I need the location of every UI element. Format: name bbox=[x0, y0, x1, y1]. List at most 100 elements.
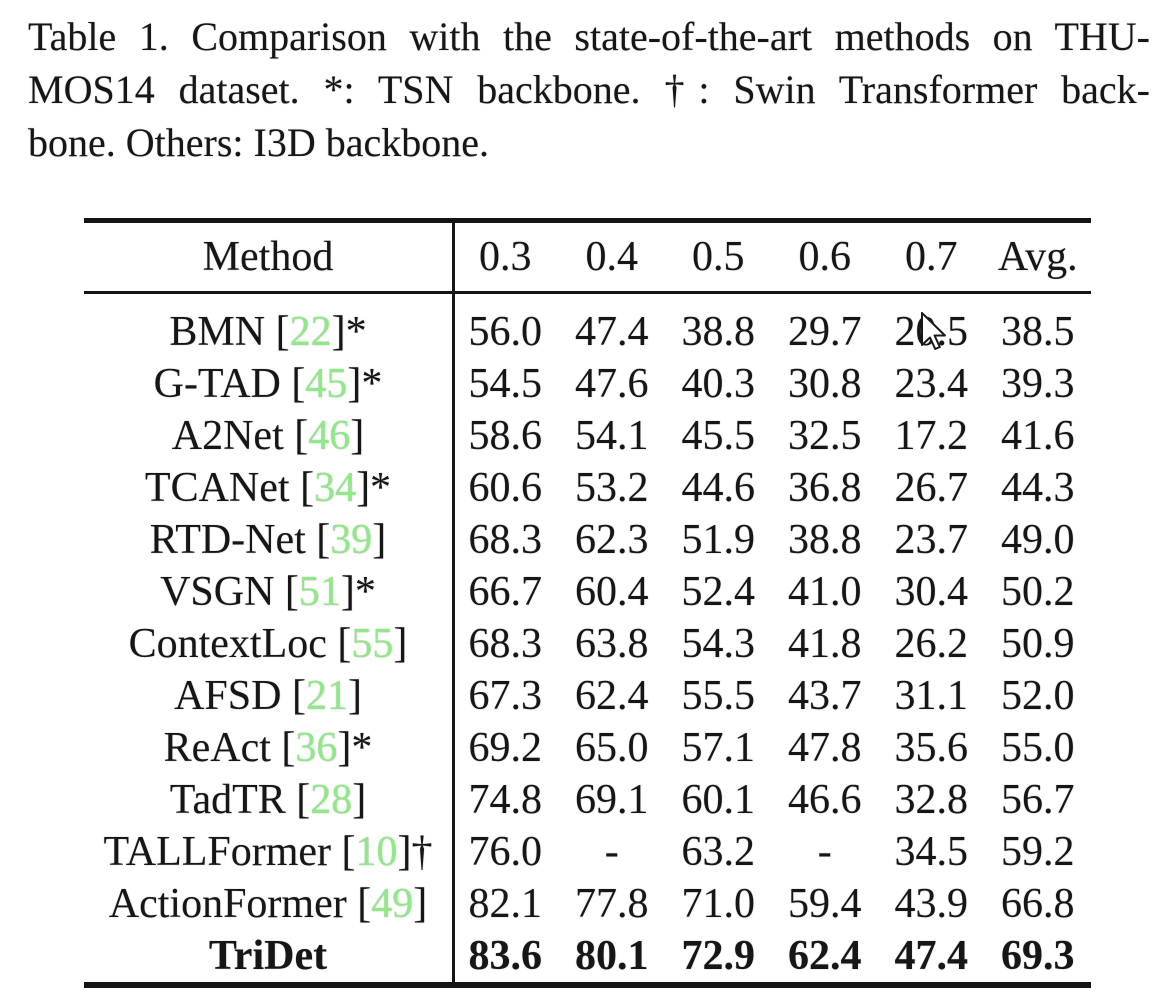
caption-line-2: MOS14 dataset. *: TSN backbone. †: Swin … bbox=[28, 67, 1150, 112]
metric-cell-0.6: - bbox=[817, 829, 832, 875]
metric-cell-0.5: 54.3 bbox=[681, 621, 756, 667]
metric-cell-avg: 38.5 bbox=[1001, 309, 1075, 355]
method-name: ReAct [ bbox=[163, 725, 296, 771]
metric-cell-0.4: 69.1 bbox=[575, 777, 649, 823]
table-row: AFSD [21] 67.3 62.4 55.5 43.7 31.1 52.0 bbox=[84, 670, 1091, 722]
table-row: A2Net [46] 58.6 54.1 45.5 32.5 17.2 41.6 bbox=[84, 410, 1091, 462]
header-col-0.6: 0.6 bbox=[798, 234, 852, 280]
method-name: TCANet [ bbox=[144, 465, 315, 511]
method-cell: TALLFormer [10]† bbox=[84, 828, 452, 876]
metric-cell-0.3: 67.3 bbox=[468, 673, 543, 719]
table-header-row: Method 0.3 0.4 0.5 0.6 0.7 Avg. bbox=[84, 223, 1091, 291]
metric-cell-0.6: 29.7 bbox=[788, 309, 862, 355]
header-col-0.3: 0.3 bbox=[479, 234, 532, 280]
metric-cell-0.7: 47.4 bbox=[894, 933, 969, 979]
metric-cell-avg: 50.2 bbox=[1001, 569, 1075, 615]
citation-number: 36 bbox=[295, 725, 338, 771]
metric-cell-avg: 41.6 bbox=[1001, 413, 1075, 459]
caption-line-1: Table 1. Comparison with the state-of-th… bbox=[28, 14, 1150, 59]
metric-cell-0.6: 47.8 bbox=[788, 725, 862, 771]
method-name: ActionFormer [ bbox=[108, 881, 372, 927]
metric-cell-0.7: 26.2 bbox=[894, 621, 969, 667]
header-method: Method bbox=[202, 234, 334, 280]
method-cell: G-TAD [45]* bbox=[84, 360, 452, 408]
metric-cell-0.5: 51.9 bbox=[681, 517, 756, 563]
metric-cell-0.3: 66.7 bbox=[468, 569, 543, 615]
citation-number: 10 bbox=[355, 829, 398, 875]
metric-cell-avg: 56.7 bbox=[1001, 777, 1075, 823]
table-caption: Table 1. Comparison with the state-of-th… bbox=[28, 10, 1150, 169]
metric-cell-0.3: 68.3 bbox=[468, 517, 543, 563]
citation-number: 49 bbox=[371, 881, 414, 927]
metric-cell-0.4: 47.6 bbox=[575, 361, 649, 407]
metric-cell-0.5: 55.5 bbox=[681, 673, 756, 719]
metric-cell-avg: 50.9 bbox=[1001, 621, 1075, 667]
table-row: TCANet [34]* 60.6 53.2 44.6 36.8 26.7 44… bbox=[84, 462, 1091, 514]
method-suffix: ] bbox=[413, 881, 428, 927]
table-bottom-rule bbox=[84, 982, 1091, 988]
metric-cell-0.5: 38.8 bbox=[681, 309, 756, 355]
method-suffix: ] bbox=[393, 621, 408, 667]
header-col-0.7: 0.7 bbox=[905, 234, 958, 280]
method-cell: A2Net [46] bbox=[84, 412, 452, 460]
method-cell: TCANet [34]* bbox=[84, 464, 452, 512]
metric-cell-0.7: 32.8 bbox=[894, 777, 969, 823]
method-cell: ReAct [36]* bbox=[84, 724, 452, 772]
metric-cell-0.3: 58.6 bbox=[468, 413, 543, 459]
metric-cell-0.5: 40.3 bbox=[681, 361, 756, 407]
table-row: G-TAD [45]* 54.5 47.6 40.3 30.8 23.4 39.… bbox=[84, 358, 1091, 410]
method-cell: TadTR [28] bbox=[84, 776, 452, 824]
table-row: ReAct [36]* 69.2 65.0 57.1 47.8 35.6 55.… bbox=[84, 722, 1091, 774]
metric-cell-0.4: 77.8 bbox=[575, 881, 649, 927]
metric-cell-0.7: 23.7 bbox=[894, 517, 969, 563]
table-row: RTD-Net [39] 68.3 62.3 51.9 38.8 23.7 49… bbox=[84, 514, 1091, 566]
method-name: BMN [ bbox=[169, 309, 290, 355]
table-row: TadTR [28] 74.8 69.1 60.1 46.6 32.8 56.7 bbox=[84, 774, 1091, 826]
method-suffix: ] bbox=[352, 777, 367, 823]
method-cell: BMN [22]* bbox=[84, 308, 452, 356]
metric-cell-0.6: 41.0 bbox=[788, 569, 862, 615]
metric-cell-0.3: 83.6 bbox=[468, 933, 543, 979]
method-cell: ContextLoc [55] bbox=[84, 620, 452, 668]
metric-cell-0.5: 72.9 bbox=[681, 933, 756, 979]
metric-cell-avg: 39.3 bbox=[1001, 361, 1075, 407]
mouse-cursor-icon bbox=[921, 312, 946, 350]
table-mid-rule bbox=[84, 291, 1091, 294]
metric-cell-0.3: 60.6 bbox=[468, 465, 543, 511]
table-row: BMN [22]* 56.0 47.4 38.8 29.7 20.5 38.5 bbox=[84, 306, 1091, 358]
table-row: VSGN [51]* 66.7 60.4 52.4 41.0 30.4 50.2 bbox=[84, 566, 1091, 618]
metric-cell-0.3: 76.0 bbox=[468, 829, 543, 875]
metric-cell-0.4: 60.4 bbox=[575, 569, 649, 615]
metric-cell-0.3: 56.0 bbox=[468, 309, 543, 355]
table-row: ContextLoc [55] 68.3 63.8 54.3 41.8 26.2… bbox=[84, 618, 1091, 670]
metric-cell-0.3: 74.8 bbox=[468, 777, 543, 823]
metric-cell-0.6: 36.8 bbox=[788, 465, 862, 511]
metric-cell-0.7: 23.4 bbox=[894, 361, 969, 407]
method-name: RTD-Net [ bbox=[149, 517, 331, 563]
method-suffix: ] bbox=[347, 673, 362, 719]
metric-cell-0.5: 45.5 bbox=[681, 413, 756, 459]
method-suffix: ]* bbox=[356, 465, 392, 511]
table-top-rule bbox=[84, 218, 1091, 223]
citation-number: 39 bbox=[330, 517, 373, 563]
metric-cell-0.3: 69.2 bbox=[468, 725, 543, 771]
metric-cell-0.4: - bbox=[604, 829, 619, 875]
method-name: TALLFormer [ bbox=[103, 829, 356, 875]
metric-cell-0.4: 80.1 bbox=[575, 933, 649, 979]
citation-number: 46 bbox=[308, 413, 351, 459]
metric-cell-0.6: 38.8 bbox=[788, 517, 862, 563]
metric-cell-0.5: 44.6 bbox=[681, 465, 756, 511]
metric-cell-0.6: 32.5 bbox=[788, 413, 862, 459]
caption-line-3: bone. Others: I3D backbone. bbox=[28, 120, 489, 165]
method-cell: TriDet bbox=[84, 932, 452, 980]
method-name: A2Net [ bbox=[171, 413, 309, 459]
metric-cell-0.5: 57.1 bbox=[681, 725, 756, 771]
method-name: ContextLoc [ bbox=[128, 621, 352, 667]
results-table: Method 0.3 0.4 0.5 0.6 0.7 Avg. BMN [22]… bbox=[84, 218, 1091, 988]
metric-cell-avg: 44.3 bbox=[1001, 465, 1075, 511]
metric-cell-avg: 66.8 bbox=[1001, 881, 1075, 927]
method-cell: ActionFormer [49] bbox=[84, 880, 452, 928]
metric-cell-avg: 69.3 bbox=[1001, 933, 1075, 979]
method-suffix: ]* bbox=[337, 725, 373, 771]
citation-number: 51 bbox=[298, 569, 341, 615]
